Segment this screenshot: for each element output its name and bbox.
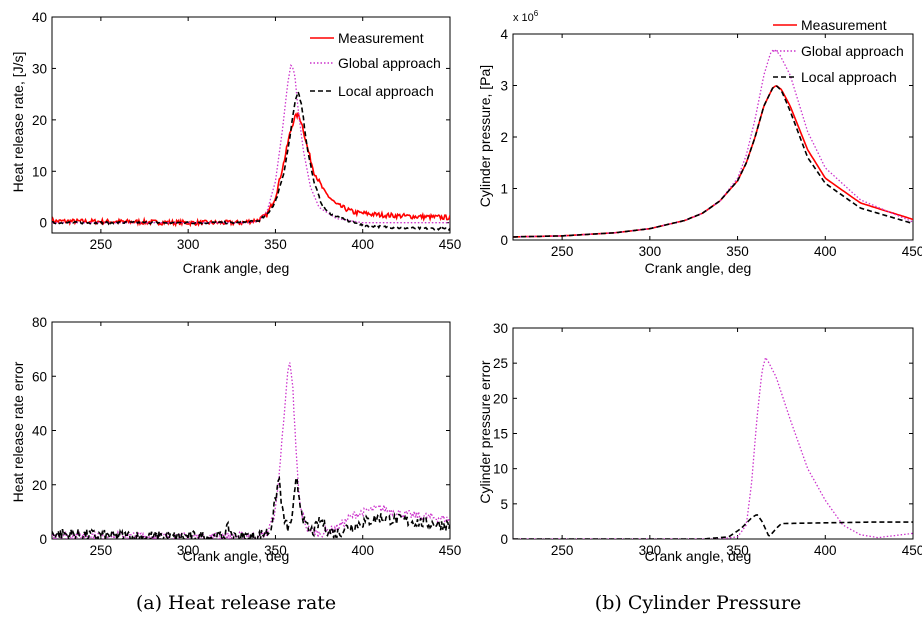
x-tick-label: 250 [90, 543, 113, 558]
caption-heat-release-rate: (a) Heat release rate [136, 592, 336, 614]
plot-area-hrr_error [51, 321, 451, 540]
x-axis-label-pressure: Crank angle, deg [645, 260, 752, 276]
series-hrr [52, 64, 450, 232]
y-tick-label: 0 [500, 532, 508, 547]
plot-area-pressure [512, 33, 914, 241]
y-axis-label-pressure: Cylinder pressure, [Pa] [477, 65, 493, 207]
y-tick-label: 0 [39, 216, 47, 231]
y-tick-label: 2 [500, 130, 508, 145]
y-axis-label-pressure-error: Cylinder pressure error [477, 360, 493, 503]
legend-hrr: Measurement Global approach Local approa… [310, 30, 441, 99]
series-line-global-approach [513, 355, 913, 539]
y-tick-label: 1 [500, 182, 508, 197]
series-pressure-error [513, 355, 913, 539]
y-tick-label: 20 [493, 391, 508, 406]
y-tick-label: 4 [500, 27, 508, 42]
x-tick-label: 250 [551, 244, 574, 259]
cylinder-pressure-error-chart: 250 300 350 400 450 0 5 10 15 20 25 30 Crank angle,… [477, 321, 922, 564]
x-tick-label: 400 [351, 237, 374, 252]
y-axis-label-hrr: Heat release rate, [J/s] [10, 52, 26, 193]
y-tick-label: 0 [500, 233, 508, 248]
series-line-global-approach [52, 362, 450, 539]
y-tick-label: 25 [493, 356, 508, 371]
series-pressure [513, 48, 913, 238]
x-tick-label: 300 [639, 244, 662, 259]
series-line-local-approach [513, 514, 913, 539]
x-axis-label-hrr-error: Crank angle, deg [183, 548, 290, 564]
series-line-measurement [52, 112, 450, 228]
y-tick-label: 10 [493, 462, 508, 477]
y-tick-label: 20 [32, 113, 47, 128]
x-tick-label: 350 [264, 543, 287, 558]
legend-label-local: Local approach [338, 83, 434, 99]
x-tick-label: 350 [726, 244, 749, 259]
y-tick-label: 5 [500, 497, 508, 512]
x-tick-label: 350 [264, 237, 287, 252]
y-tick-label: 0 [39, 532, 47, 547]
x-tick-label: 250 [90, 237, 113, 252]
x-tick-label: 350 [726, 543, 749, 558]
heat-release-rate-chart: 250 300 350 400 450 0 10 20 30 40 Crank angle, de… [10, 10, 461, 276]
y-tick-label: 30 [493, 321, 508, 336]
series-line-measurement [513, 85, 913, 238]
legend-label-global: Global approach [338, 55, 441, 71]
x-tick-label: 400 [814, 244, 837, 259]
x-tick-label: 300 [177, 543, 200, 558]
y-tick-label: 40 [32, 10, 47, 25]
y-tick-label: 40 [32, 424, 47, 439]
legend-label-local-2: Local approach [801, 69, 897, 85]
series-hrr-error [52, 362, 450, 539]
y-tick-label: 30 [32, 61, 47, 76]
exponent-base: x 10 [513, 12, 534, 24]
series-line-global-approach [52, 64, 450, 224]
ticks-hrr-error: 250 300 350 400 450 0 20 40 60 80 [32, 315, 461, 558]
y-tick-label: 10 [32, 164, 47, 179]
y-tick-label: 20 [32, 478, 47, 493]
y-tick-label: 3 [500, 79, 508, 94]
legend-pressure: Measurement Global approach Local approa… [773, 17, 904, 85]
x-tick-label: 250 [551, 543, 574, 558]
y-axis-label-hrr-error: Heat release rate error [10, 361, 26, 502]
exponent-label: x 106 [513, 9, 539, 24]
legend-label-measurement: Measurement [338, 30, 424, 46]
x-tick-label: 450 [439, 237, 462, 252]
y-tick-label: 80 [32, 315, 47, 330]
x-tick-label: 400 [351, 543, 374, 558]
legend-label-global-2: Global approach [801, 43, 904, 59]
x-tick-label: 450 [439, 543, 462, 558]
exponent-power: 6 [534, 9, 539, 18]
ticks-hrr: 250 300 350 400 450 0 10 20 30 40 [32, 10, 461, 252]
heat-release-rate-error-chart: 250 300 350 400 450 0 20 40 60 80 Crank angle, de… [10, 315, 461, 564]
x-tick-label: 300 [639, 543, 662, 558]
x-tick-label: 300 [177, 237, 200, 252]
y-tick-label: 60 [32, 369, 47, 384]
series-line-local-approach [52, 89, 450, 232]
plot-area-hrr [51, 16, 451, 234]
x-tick-label: 450 [902, 244, 922, 259]
x-axis-label-hrr: Crank angle, deg [183, 260, 290, 276]
caption-cylinder-pressure: (b) Cylinder Pressure [595, 592, 801, 614]
plot-area-pressure_error [512, 327, 914, 540]
legend-label-measurement-2: Measurement [801, 17, 887, 33]
y-tick-label: 15 [493, 427, 508, 442]
series-line-local-approach [52, 475, 450, 539]
ticks-pressure: 250 300 350 400 450 0 1 2 3 4 [500, 27, 922, 259]
x-tick-label: 450 [902, 543, 922, 558]
x-tick-label: 400 [814, 543, 837, 558]
x-axis-label-pressure-error: Crank angle, deg [645, 548, 752, 564]
cylinder-pressure-chart: 250 300 350 400 450 0 1 2 3 4 x 106 Crank angle, … [477, 9, 922, 276]
series-line-local-approach [513, 85, 913, 238]
